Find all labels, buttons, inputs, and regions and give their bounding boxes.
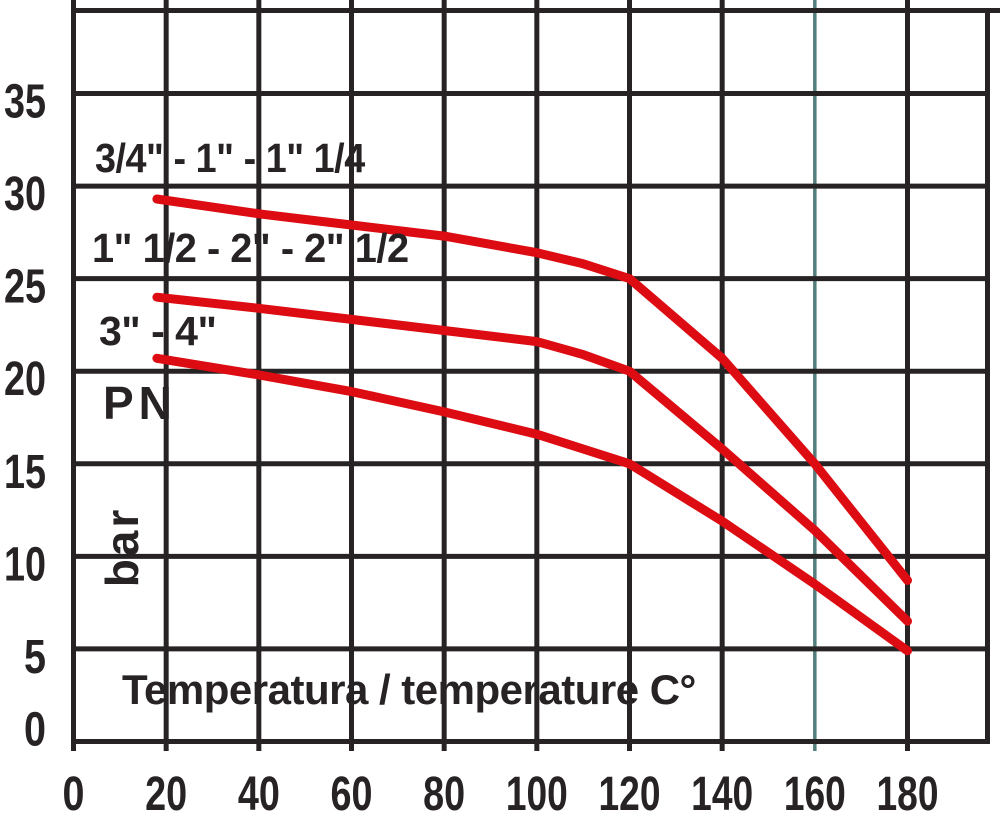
x-tick-label-60: 60 [331,768,373,813]
y-tick-label-20: 20 [4,353,46,406]
x-tick-label-100: 100 [506,768,568,813]
y-axis-label-pn: PN [103,377,177,429]
x-axis-title: Temperatura / temperature C° [122,666,696,713]
y-tick-label-35: 35 [4,76,46,129]
y-tick-label-10: 10 [4,538,46,591]
y-axis-unit-bar: bar [96,506,148,588]
x-tick-label-20: 20 [145,768,187,813]
curve-series-1 [152,194,912,585]
x-tick-label-40: 40 [238,768,280,813]
y-tick-label-0: 0 [24,704,46,757]
curve-label-large-sizes: 3" - 4" [99,308,217,354]
y-tick-label-15: 15 [4,446,46,499]
curve-label-small-sizes: 3/4" - 1" - 1" 1/4 [95,135,365,181]
y-tick-label-25: 25 [4,261,46,314]
curve-series-2 [152,292,912,626]
x-tick-label-140: 140 [691,768,753,813]
x-tick-label-120: 120 [599,768,661,813]
y-tick-label-30: 30 [4,168,46,221]
x-tick-label-160: 160 [784,768,846,813]
y-tick-label-5: 5 [24,631,46,684]
curve-label-medium-sizes: 1" 1/2 - 2" - 2" 1/2 [92,225,409,271]
x-tick-label-80: 80 [423,768,465,813]
curve-series-3 [152,353,912,656]
x-tick-label-0: 0 [63,768,85,813]
x-tick-label-180: 180 [877,768,939,813]
